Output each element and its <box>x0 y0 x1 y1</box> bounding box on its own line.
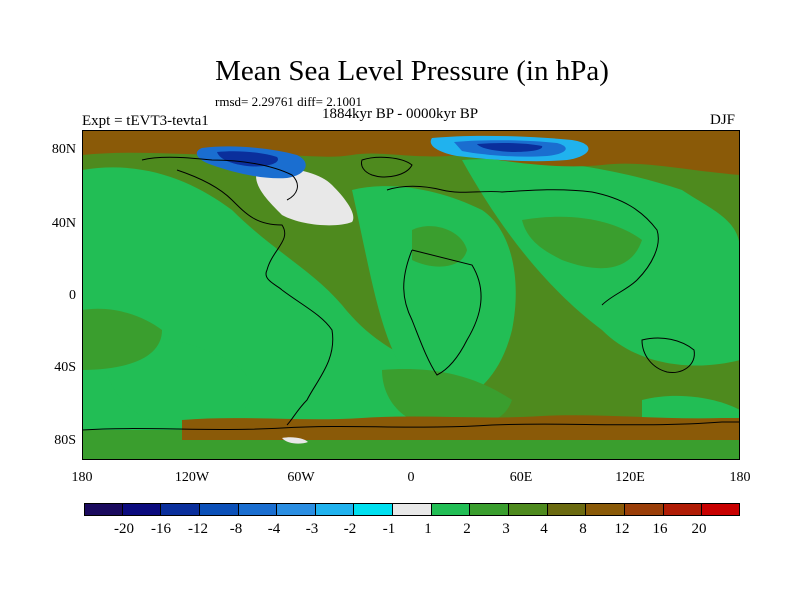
lat-label: 80S <box>54 433 76 448</box>
colorbar-label: -8 <box>229 521 243 537</box>
colorbar-label: 16 <box>652 521 668 537</box>
colorbar-swatch <box>702 503 740 516</box>
lon-label: 60W <box>287 470 315 485</box>
lon-label: 120E <box>615 470 645 485</box>
colorbar <box>84 503 740 516</box>
colorbar-swatch <box>547 503 587 516</box>
colorbar-label: 1 <box>424 521 432 537</box>
lat-label: 40N <box>51 216 76 231</box>
lon-label: 60E <box>509 470 533 485</box>
lon-label: 180 <box>729 470 751 485</box>
colorbar-swatch <box>122 503 162 516</box>
colorbar-label: 2 <box>463 521 471 537</box>
lat-label: 80N <box>51 142 76 157</box>
colorbar-swatch <box>315 503 355 516</box>
colorbar-label: -4 <box>267 521 281 537</box>
lon-label: 0 <box>407 470 415 485</box>
coastlines <box>82 156 740 431</box>
colorbar-label: 8 <box>579 521 587 537</box>
colorbar-swatch <box>663 503 703 516</box>
colorbar-label: -20 <box>114 521 134 537</box>
colorbar-swatch <box>354 503 394 516</box>
colorbar-swatch <box>199 503 239 516</box>
lat-label: 0 <box>69 288 76 303</box>
colorbar-swatch <box>470 503 510 516</box>
colorbar-swatch <box>586 503 625 516</box>
colorbar-label: -3 <box>305 521 319 537</box>
pressure-map <box>82 130 740 460</box>
colorbar-swatch <box>277 503 316 516</box>
season-label: DJF <box>710 112 736 128</box>
colorbar-swatch <box>509 503 548 516</box>
anomaly-zone-3-4 <box>82 216 740 460</box>
rmsd-diff-stats: rmsd= 2.29761 diff= 2.1001 <box>215 94 362 109</box>
experiment-label: Expt = tEVT3-tevta1 <box>82 113 209 129</box>
colorbar-swatch <box>238 503 278 516</box>
colorbar-swatch <box>84 503 123 516</box>
lat-label: 40S <box>54 360 76 375</box>
colorbar-swatch <box>393 503 432 516</box>
colorbar-label: -1 <box>382 521 396 537</box>
colorbar-label: 3 <box>502 521 510 537</box>
plot-title: Mean Sea Level Pressure (in hPa) <box>215 55 609 87</box>
colorbar-swatch <box>161 503 200 516</box>
colorbar-label: 20 <box>691 521 707 537</box>
colorbar-label: -12 <box>188 521 208 537</box>
colorbar-label: 12 <box>614 521 630 537</box>
time-period-label: 1884kyr BP - 0000kyr BP <box>322 106 479 122</box>
colorbar-swatch <box>624 503 664 516</box>
colorbar-label: -2 <box>343 521 357 537</box>
colorbar-label: -16 <box>151 521 171 537</box>
lon-label: 120W <box>174 470 210 485</box>
lon-label: 180 <box>71 470 93 485</box>
colorbar-label: 4 <box>540 521 548 537</box>
map-frame <box>82 130 740 460</box>
colorbar-swatch <box>431 503 471 516</box>
